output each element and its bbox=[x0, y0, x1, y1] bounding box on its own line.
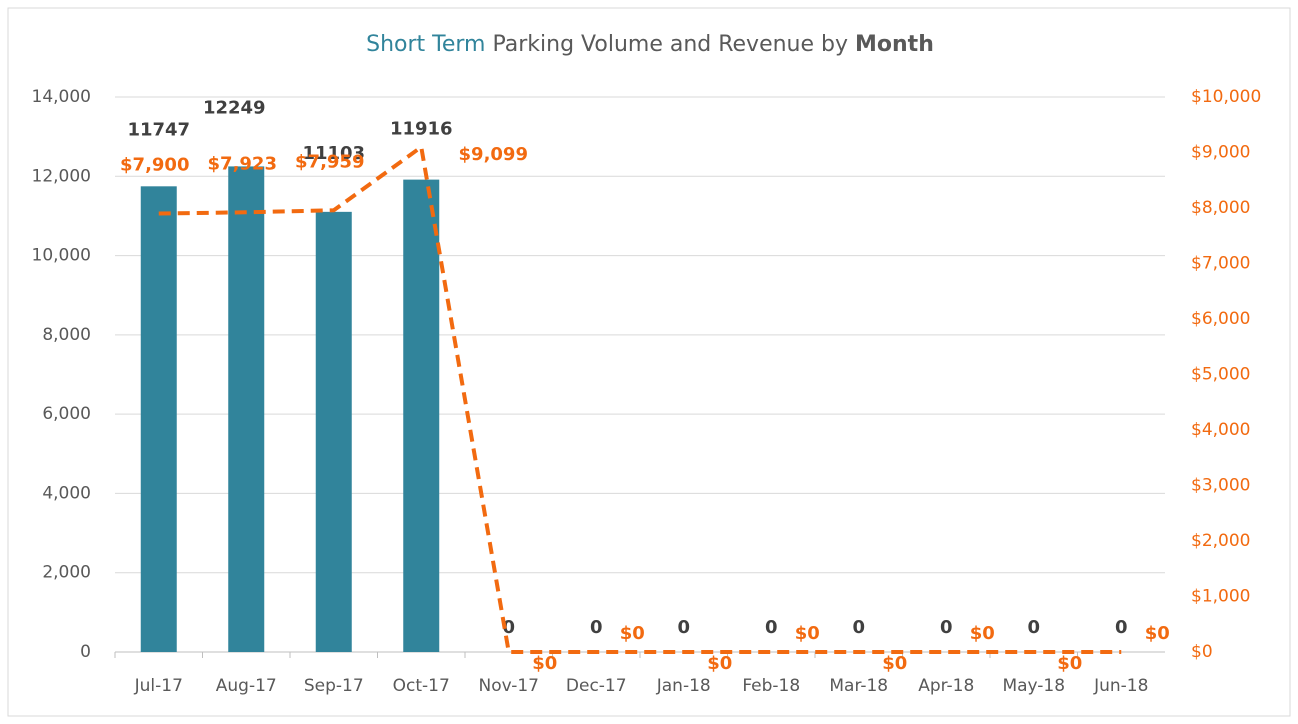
y-tick-label: 6,000 bbox=[42, 404, 91, 424]
y2-tick-label: $2,000 bbox=[1191, 531, 1250, 551]
y-tick-label: 4,000 bbox=[42, 483, 91, 503]
y-tick-label: 14,000 bbox=[32, 87, 91, 107]
x-tick-label: Apr-18 bbox=[918, 676, 974, 696]
x-tick-label: Sep-17 bbox=[304, 676, 364, 696]
data-label: 0 bbox=[852, 617, 865, 638]
y2-tick-label: $4,000 bbox=[1191, 420, 1250, 440]
y2-tick-label: $8,000 bbox=[1191, 198, 1250, 218]
y2-tick-label: $0 bbox=[1191, 642, 1213, 662]
x-tick-label: Aug-17 bbox=[216, 676, 277, 696]
data-label: 0 bbox=[765, 617, 778, 638]
data-label: 0 bbox=[1027, 617, 1040, 638]
data-label: $0 bbox=[795, 623, 820, 644]
data-label: 0 bbox=[590, 617, 603, 638]
y-tick-label: 12,000 bbox=[32, 166, 91, 186]
x-tick-label: Nov-17 bbox=[479, 676, 540, 696]
data-label: 12249 bbox=[203, 97, 266, 118]
data-label: $7,923 bbox=[208, 153, 277, 174]
data-label: $0 bbox=[1057, 653, 1082, 674]
data-label: 11103 bbox=[302, 143, 365, 164]
data-label: $0 bbox=[620, 623, 645, 644]
y-tick-label: 2,000 bbox=[42, 563, 91, 583]
data-label: 11747 bbox=[127, 119, 190, 140]
data-label: $0 bbox=[532, 653, 557, 674]
data-label: $0 bbox=[707, 653, 732, 674]
y-tick-label: 10,000 bbox=[32, 246, 91, 266]
x-tick-label: Jul-17 bbox=[134, 676, 183, 696]
x-tick-label: Jun-18 bbox=[1093, 676, 1148, 696]
data-label: $0 bbox=[1145, 623, 1170, 644]
data-label: $7,959 bbox=[295, 151, 364, 172]
data-label: 0 bbox=[1115, 617, 1128, 638]
chart-title: Short Term Parking Volume and Revenue by… bbox=[366, 32, 934, 57]
bar bbox=[228, 166, 265, 652]
x-tick-label: Feb-18 bbox=[742, 676, 800, 696]
y-tick-label: 8,000 bbox=[42, 325, 91, 345]
y-tick-label: 0 bbox=[80, 642, 91, 662]
data-label: $0 bbox=[882, 653, 907, 674]
chart-frame bbox=[7, 7, 1291, 717]
x-tick-label: Oct-17 bbox=[393, 676, 450, 696]
bar bbox=[403, 179, 440, 652]
data-label: $0 bbox=[970, 623, 995, 644]
title-part: Short Term bbox=[366, 32, 485, 57]
revenue-line bbox=[158, 143, 1122, 654]
x-tick-label: Dec-17 bbox=[566, 676, 627, 696]
y2-tick-label: $7,000 bbox=[1191, 254, 1250, 274]
y2-tick-label: $9,000 bbox=[1191, 143, 1250, 163]
y2-tick-label: $10,000 bbox=[1191, 87, 1261, 107]
y2-tick-label: $5,000 bbox=[1191, 365, 1250, 385]
data-label: $7,900 bbox=[120, 155, 189, 176]
data-label: 11916 bbox=[390, 119, 453, 140]
data-label: $9,099 bbox=[459, 144, 528, 165]
x-tick-label: Jan-18 bbox=[656, 676, 711, 696]
y2-tick-label: $3,000 bbox=[1191, 476, 1250, 496]
bar bbox=[315, 211, 352, 653]
title-part: Parking Volume and Revenue by bbox=[492, 32, 848, 57]
title-part: Month bbox=[855, 32, 934, 57]
x-tick-label: May-18 bbox=[1002, 676, 1065, 696]
bar bbox=[140, 186, 177, 652]
y2-tick-label: $6,000 bbox=[1191, 309, 1250, 329]
data-label: 0 bbox=[677, 617, 690, 638]
data-label: 0 bbox=[940, 617, 953, 638]
x-tick-label: Mar-18 bbox=[829, 676, 888, 696]
y2-tick-label: $1,000 bbox=[1191, 587, 1250, 607]
